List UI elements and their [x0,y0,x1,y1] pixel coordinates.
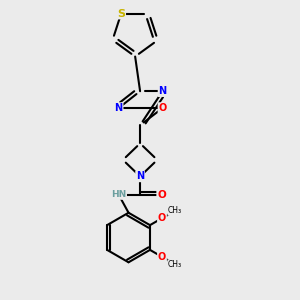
Text: N: N [136,171,144,182]
Text: O: O [158,213,166,223]
Text: CH₃: CH₃ [168,260,182,269]
Text: O: O [158,103,167,113]
Text: O: O [158,252,166,262]
Text: N: N [158,86,166,96]
Text: CH₃: CH₃ [168,206,182,215]
Text: HN: HN [111,190,126,199]
Text: O: O [157,190,166,200]
Text: N: N [115,103,123,113]
Text: S: S [117,8,125,19]
